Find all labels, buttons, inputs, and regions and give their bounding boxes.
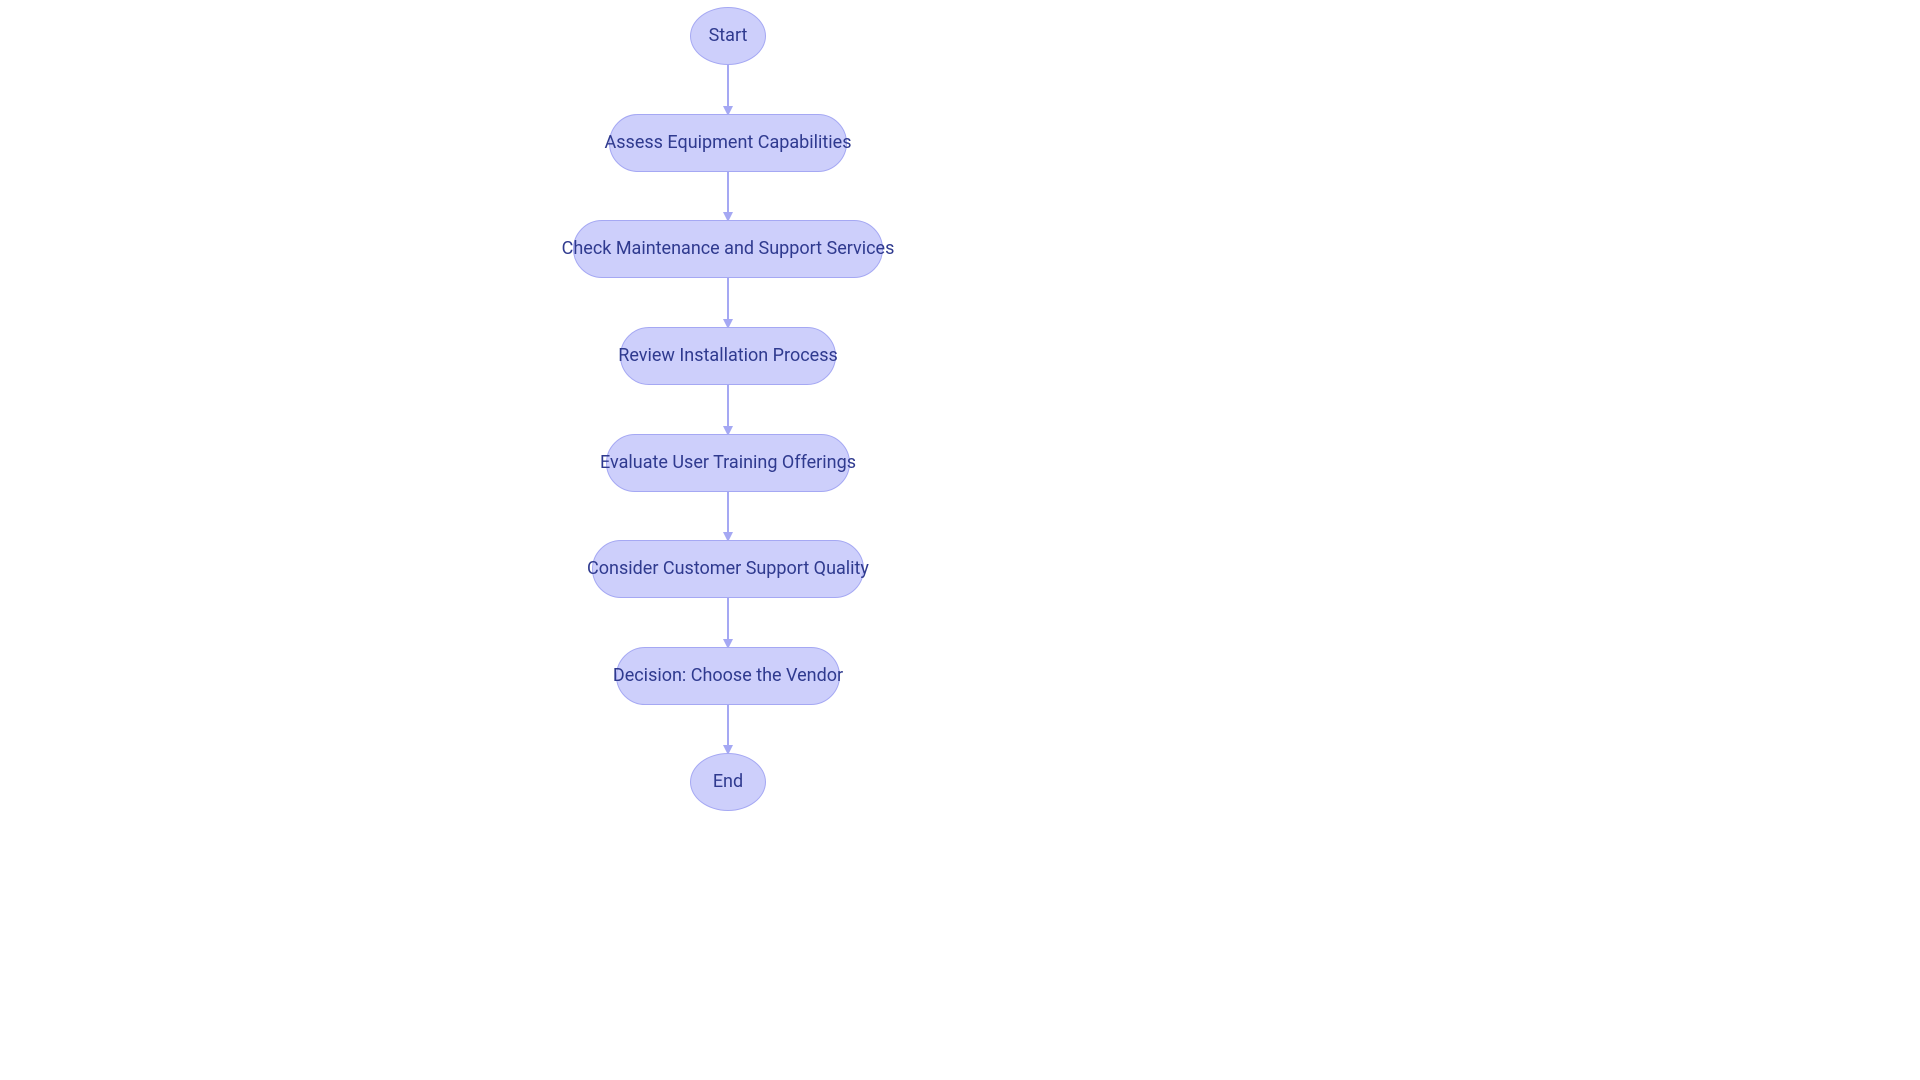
- flowchart-node-label: Assess Equipment Capabilities: [605, 132, 852, 154]
- flowchart-node-label: Review Installation Process: [618, 345, 838, 367]
- flowchart-node-label: Check Maintenance and Support Services: [562, 238, 895, 260]
- flowchart-node-start: Start: [690, 7, 766, 65]
- flowchart-canvas: Start Assess Equipment Capabilities Check …: [0, 0, 1920, 1080]
- flowchart-node-assess: Assess Equipment Capabilities: [609, 114, 847, 172]
- flowchart-node-eval: Evaluate User Training Offerings: [606, 434, 850, 492]
- flowchart-node-review: Review Installation Process: [620, 327, 836, 385]
- flowchart-node-decision: Decision: Choose the Vendor: [616, 647, 840, 705]
- flowchart-node-label: Start: [709, 25, 748, 47]
- flowchart-node-label: End: [713, 771, 743, 793]
- flowchart-node-end: End: [690, 753, 766, 811]
- flowchart-node-label: Evaluate User Training Offerings: [600, 452, 856, 474]
- flowchart-node-consider: Consider Customer Support Quality: [592, 540, 864, 598]
- flowchart-node-check: Check Maintenance and Support Services: [573, 220, 883, 278]
- flowchart-edges: [0, 0, 1920, 1080]
- flowchart-node-label: Consider Customer Support Quality: [587, 558, 869, 580]
- flowchart-node-label: Decision: Choose the Vendor: [613, 665, 843, 687]
